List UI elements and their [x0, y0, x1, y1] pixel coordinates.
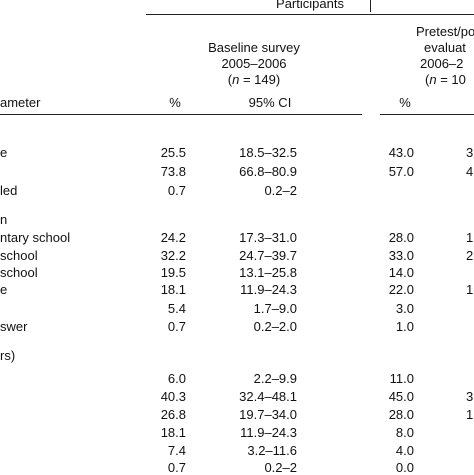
cell-ci: 66.8–80.9 [239, 164, 297, 179]
cell-truncated: 2 [466, 248, 474, 263]
participants-heading: Participants [276, 0, 344, 11]
column-header-ci: 95% CI [248, 95, 292, 110]
cell-pct: 24.2 [160, 230, 186, 245]
cell-truncated: 1 [466, 407, 474, 422]
row-label: e [0, 145, 8, 160]
cell-pct2: 43.0 [388, 145, 414, 160]
cell-ci: 0.2–2.0 [253, 319, 297, 334]
cell-pct: 7.4 [167, 443, 186, 458]
cell-pct: 0.7 [167, 319, 186, 334]
cell-ci: 32.4–48.1 [239, 389, 297, 404]
baseline-n: (n = 149) [227, 72, 281, 87]
cell-pct: 0.7 [167, 460, 186, 475]
cell-ci: 3.2–11.6 [247, 443, 297, 458]
row-label: led [0, 183, 18, 198]
header-rule-left [0, 114, 362, 115]
row-label: ntary school [0, 230, 71, 245]
row-label: school [0, 248, 38, 263]
cell-pct: 25.5 [160, 145, 186, 160]
cell-ci: 19.7–34.0 [239, 407, 297, 422]
pretest-years: 2006–2 [420, 56, 464, 71]
cell-ci: 18.5–32.5 [239, 145, 297, 160]
pretest-subtitle: evaluat [424, 40, 466, 55]
column-separator [370, 0, 371, 12]
participants-rule [146, 14, 474, 15]
cell-truncated: 3 [466, 145, 474, 160]
cell-pct: 0.7 [167, 183, 186, 198]
row-label: swer [0, 319, 28, 334]
cell-pct2: 45.0 [388, 389, 414, 404]
cell-pct: 26.8 [160, 407, 186, 422]
row-label: n [0, 212, 8, 227]
cell-pct: 18.1 [160, 282, 186, 297]
header-rule-right [380, 114, 474, 115]
cell-pct: 40.3 [160, 389, 186, 404]
cell-pct2: 57.0 [388, 164, 414, 179]
cell-pct: 18.1 [160, 425, 186, 440]
cell-pct2: 28.0 [388, 230, 414, 245]
column-header-pct2: % [399, 95, 411, 110]
cell-pct2: 14.0 [388, 265, 414, 280]
cell-pct2: 8.0 [395, 425, 414, 440]
cell-ci: 2.2–9.9 [253, 371, 297, 386]
cell-pct2: 33.0 [388, 248, 414, 263]
cell-ci: 11.9–24.3 [240, 282, 297, 297]
cell-pct2: 11.0 [389, 371, 414, 386]
cell-pct2: 22.0 [388, 282, 414, 297]
cell-ci: 0.2–2 [264, 183, 297, 198]
row-label: e [0, 282, 8, 297]
cell-pct2: 3.0 [395, 301, 414, 316]
column-header-pct: % [169, 95, 181, 110]
cell-ci: 17.3–31.0 [239, 230, 297, 245]
cell-ci: 0.2–2 [264, 460, 297, 475]
cell-truncated: 3 [466, 389, 474, 404]
column-header-parameter: ameter [0, 95, 41, 110]
cell-pct2: 4.0 [395, 443, 414, 458]
cell-ci: 11.9–24.3 [240, 425, 297, 440]
cell-ci: 24.7–39.7 [239, 248, 297, 263]
row-label: school [0, 265, 38, 280]
row-label: rs) [0, 348, 16, 363]
cell-pct: 73.8 [160, 164, 186, 179]
cell-pct2: 1.0 [395, 319, 414, 334]
pretest-n: (n = 10 [425, 72, 466, 87]
cell-pct: 5.4 [167, 301, 186, 316]
cell-truncated: 4 [466, 164, 474, 179]
pretest-title: Pretest/po [416, 24, 474, 39]
cell-truncated: 1 [466, 282, 474, 297]
cell-truncated: 1 [466, 230, 474, 245]
cell-pct2: 0.0 [395, 460, 414, 475]
cell-ci: 13.1–25.8 [239, 265, 297, 280]
cell-pct: 6.0 [167, 371, 186, 386]
baseline-title: Baseline survey [208, 40, 300, 55]
cell-pct2: 28.0 [388, 407, 414, 422]
cell-ci: 1.7–9.0 [253, 301, 297, 316]
cell-pct: 19.5 [160, 265, 186, 280]
cell-pct: 32.2 [160, 248, 186, 263]
baseline-years: 2005–2006 [221, 56, 287, 71]
